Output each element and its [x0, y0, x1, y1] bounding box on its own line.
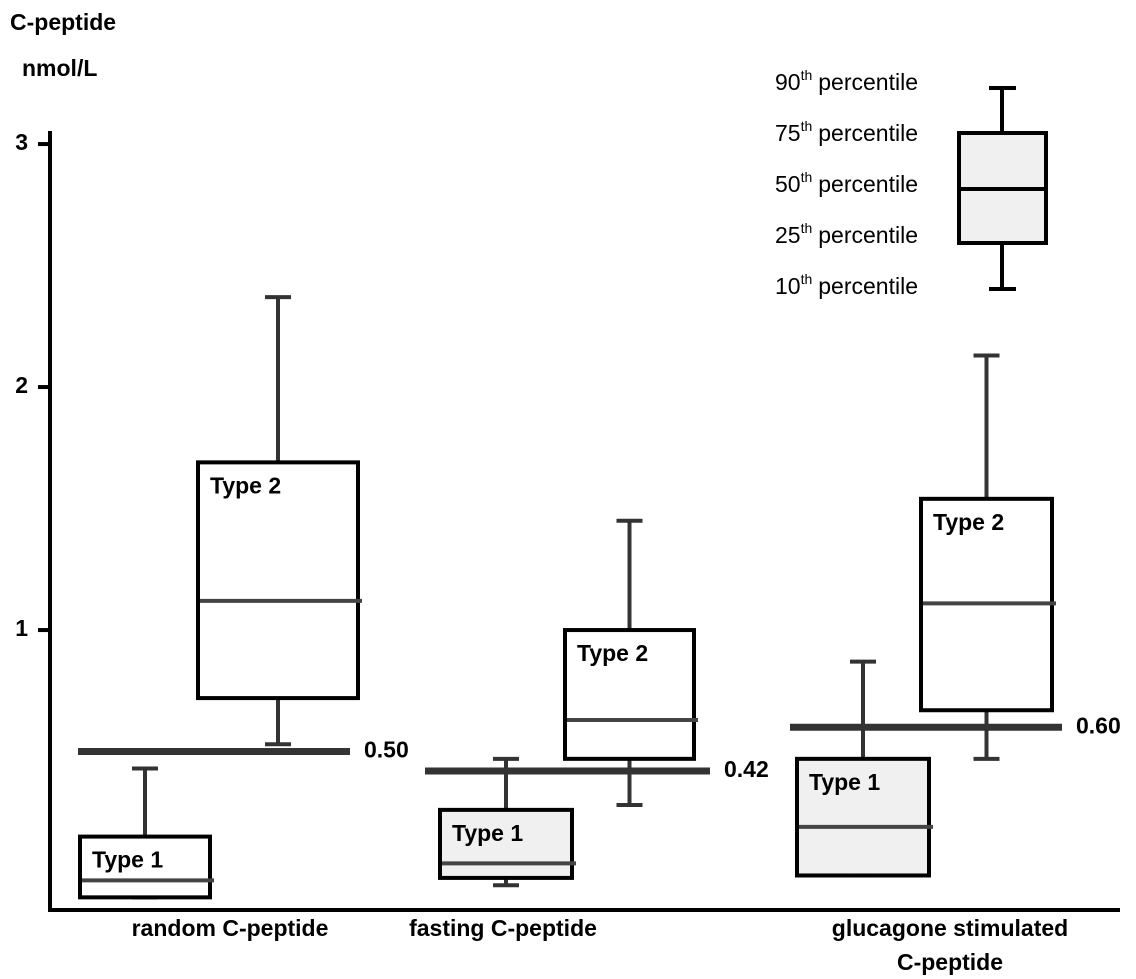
key-number: 75	[775, 120, 801, 146]
key-suffix: th	[801, 271, 813, 287]
key-text: percentile	[818, 273, 918, 299]
box-label: Type 1	[92, 847, 163, 873]
box	[196, 460, 360, 701]
box-label: Type 2	[210, 472, 281, 498]
x-category-label: random C-peptide	[132, 915, 329, 941]
key-label: 50th percentile	[775, 169, 918, 197]
y-tick-label: 1	[15, 615, 28, 641]
key-number: 25	[775, 222, 801, 248]
y-tick-label: 3	[15, 129, 28, 155]
key-number: 90	[775, 69, 801, 95]
key-text: percentile	[818, 120, 918, 146]
box	[438, 807, 574, 880]
key-text: percentile	[818, 171, 918, 197]
key-label: 90th percentile	[775, 67, 918, 95]
box	[78, 834, 212, 900]
threshold-label: 0.60	[1076, 712, 1121, 738]
key-label: 25th percentile	[775, 220, 918, 248]
key-suffix: th	[801, 220, 813, 236]
key-number: 10	[775, 273, 801, 299]
box-label: Type 1	[452, 820, 523, 846]
x-category-label: fasting C-peptide	[409, 915, 597, 941]
key-label: 10th percentile	[775, 271, 918, 299]
key-label: 75th percentile	[775, 118, 918, 146]
box-group: Type 2	[919, 353, 1056, 761]
box-group: Type 1	[438, 756, 576, 888]
box-label: Type 1	[809, 769, 880, 795]
box-group: Type 2	[563, 518, 698, 808]
box-label: Type 2	[933, 509, 1004, 535]
box-group: Type 2	[196, 295, 362, 747]
x-category-label: C-peptide	[897, 949, 1003, 975]
y-axis-label: C-peptide	[10, 9, 116, 35]
y-tick-label: 2	[15, 372, 28, 398]
key-text: percentile	[818, 69, 918, 95]
key-suffix: th	[801, 67, 813, 83]
y-axis-label: nmol/L	[22, 55, 97, 81]
box-group: Type 1	[78, 766, 214, 900]
key-suffix: th	[801, 169, 813, 185]
key-number: 50	[775, 171, 801, 197]
key-text: percentile	[818, 222, 918, 248]
threshold-label: 0.42	[724, 756, 769, 782]
key-suffix: th	[801, 118, 813, 134]
box-label: Type 2	[577, 640, 648, 666]
x-category-label: glucagone stimulated	[832, 915, 1068, 941]
threshold-label: 0.50	[364, 737, 409, 763]
box-group: Type 1	[795, 659, 933, 878]
box	[795, 756, 931, 878]
box	[563, 628, 696, 761]
